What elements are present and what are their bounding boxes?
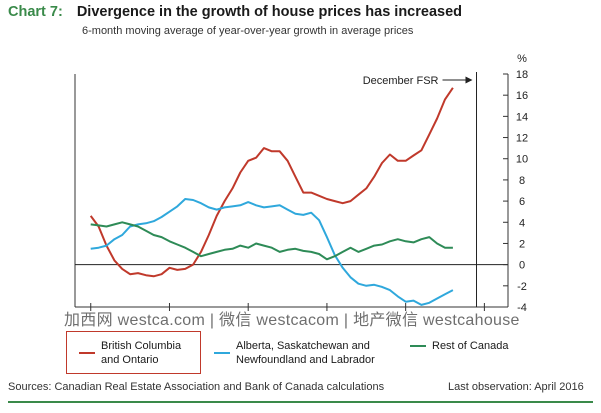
y-tick-label: 16 xyxy=(516,90,528,102)
legend-label-ab: Alberta, Saskatchewan and Newfoundland a… xyxy=(236,339,375,366)
y-tick-label: -4 xyxy=(517,302,527,314)
y-axis-unit-label: % xyxy=(517,53,527,65)
y-tick-label: 6 xyxy=(519,196,525,208)
series-line-ab xyxy=(90,198,454,306)
chart-title: Chart 7: Divergence in the growth of hou… xyxy=(8,4,462,20)
legend-item-bc: British Columbia and Ontario xyxy=(66,331,201,374)
sources-note: Sources: Canadian Real Estate Associatio… xyxy=(8,381,385,393)
y-tick-label: 14 xyxy=(516,111,528,123)
legend-swatch-ab xyxy=(214,351,230,354)
y-tick-label: 18 xyxy=(516,69,528,81)
chart-subtitle: 6-month moving average of year-over-year… xyxy=(82,25,414,37)
legend-item-roc: Rest of Canada xyxy=(410,331,540,374)
fsr-annotation-label: December FSR xyxy=(363,75,439,87)
y-tick-label: -2 xyxy=(517,281,527,293)
legend-item-ab: Alberta, Saskatchewan and Newfoundland a… xyxy=(214,331,404,374)
fsr-arrow-head xyxy=(465,76,473,84)
y-tick-label: 10 xyxy=(516,154,528,166)
legend-swatch-roc xyxy=(410,345,426,347)
chart-title-text: Divergence in the growth of house prices… xyxy=(76,4,462,20)
y-tick-label: 4 xyxy=(519,217,525,229)
legend-label-bc: British Columbia and Ontario xyxy=(101,339,182,366)
y-tick-label: 8 xyxy=(519,175,525,187)
series-line-bc xyxy=(89,87,454,278)
y-tick-label: 0 xyxy=(519,260,525,272)
last-observation-note: Last observation: April 2016 xyxy=(448,381,584,393)
legend-swatch-bc xyxy=(79,351,95,354)
y-tick-label: 12 xyxy=(516,133,528,145)
chart-number: Chart 7: xyxy=(8,4,63,20)
series-line-roc xyxy=(90,221,453,261)
watermark-text: 加西网 westca.com | 微信 westcacom | 地产微信 wes… xyxy=(64,312,520,329)
legend-label-roc: Rest of Canada xyxy=(432,340,509,352)
bottom-rule xyxy=(8,401,593,403)
y-tick-label: 2 xyxy=(519,238,525,250)
